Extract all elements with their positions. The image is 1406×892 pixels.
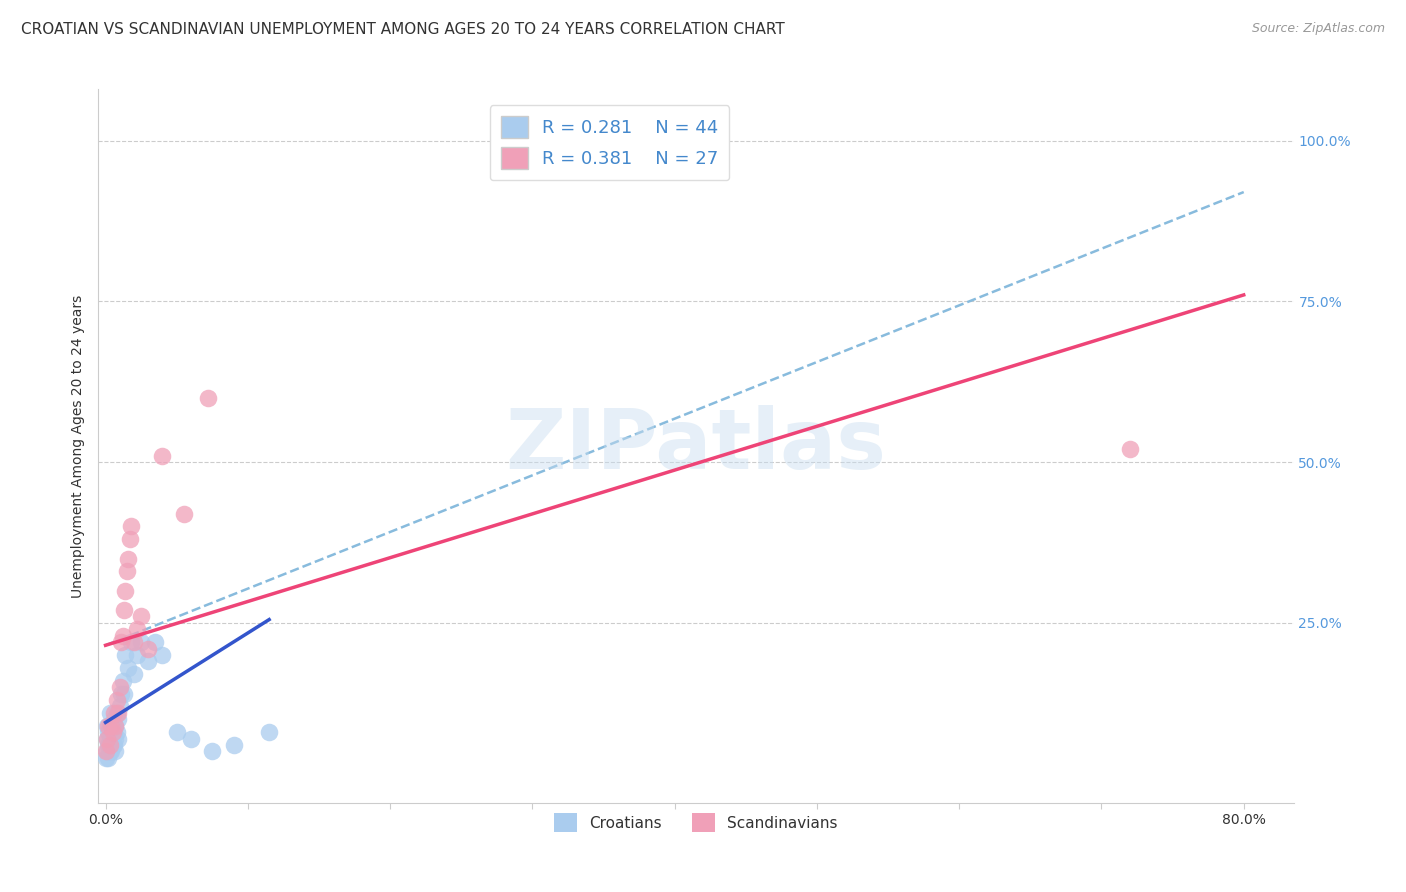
Point xyxy=(125,648,148,662)
Point xyxy=(101,738,124,752)
Point xyxy=(104,719,127,733)
Point xyxy=(201,744,224,758)
Point xyxy=(136,641,159,656)
Point xyxy=(104,731,127,746)
Point xyxy=(98,706,121,720)
Point xyxy=(94,751,117,765)
Point xyxy=(118,533,141,547)
Point xyxy=(112,686,135,700)
Point xyxy=(111,629,134,643)
Point xyxy=(114,583,136,598)
Point xyxy=(143,635,166,649)
Point xyxy=(125,622,148,636)
Y-axis label: Unemployment Among Ages 20 to 24 years: Unemployment Among Ages 20 to 24 years xyxy=(70,294,84,598)
Text: Source: ZipAtlas.com: Source: ZipAtlas.com xyxy=(1251,22,1385,36)
Point xyxy=(103,725,125,739)
Point xyxy=(101,725,124,739)
Point xyxy=(97,719,120,733)
Point xyxy=(98,731,121,746)
Point xyxy=(100,719,122,733)
Text: ZIPatlas: ZIPatlas xyxy=(506,406,886,486)
Text: CROATIAN VS SCANDINAVIAN UNEMPLOYMENT AMONG AGES 20 TO 24 YEARS CORRELATION CHAR: CROATIAN VS SCANDINAVIAN UNEMPLOYMENT AM… xyxy=(21,22,785,37)
Point xyxy=(117,551,139,566)
Point xyxy=(1119,442,1142,457)
Point xyxy=(122,635,145,649)
Point xyxy=(107,706,129,720)
Point xyxy=(96,719,118,733)
Point xyxy=(100,744,122,758)
Point xyxy=(107,712,129,726)
Point xyxy=(257,725,280,739)
Point xyxy=(104,719,127,733)
Point xyxy=(100,731,122,746)
Point xyxy=(100,719,122,733)
Point xyxy=(152,648,174,662)
Point xyxy=(166,725,188,739)
Point xyxy=(97,751,120,765)
Point xyxy=(122,667,145,681)
Point xyxy=(105,725,128,739)
Point xyxy=(105,693,128,707)
Point xyxy=(197,391,219,405)
Point xyxy=(114,648,136,662)
Point xyxy=(98,719,121,733)
Point xyxy=(94,744,117,758)
Point xyxy=(107,731,129,746)
Point xyxy=(96,731,118,746)
Point xyxy=(112,603,135,617)
Legend: Croatians, Scandinavians: Croatians, Scandinavians xyxy=(548,807,844,838)
Point xyxy=(96,731,118,746)
Point xyxy=(129,609,152,624)
Point xyxy=(108,680,131,694)
Point xyxy=(101,725,124,739)
Point xyxy=(98,738,121,752)
Point xyxy=(180,731,202,746)
Point xyxy=(222,738,245,752)
Point xyxy=(173,507,195,521)
Point xyxy=(104,744,127,758)
Point xyxy=(152,449,174,463)
Point xyxy=(110,686,132,700)
Point xyxy=(105,706,128,720)
Point xyxy=(115,565,138,579)
Point xyxy=(120,519,142,533)
Point xyxy=(103,738,125,752)
Point xyxy=(129,635,152,649)
Point xyxy=(120,635,142,649)
Point xyxy=(96,744,118,758)
Point xyxy=(108,699,131,714)
Point xyxy=(103,712,125,726)
Point xyxy=(111,673,134,688)
Point xyxy=(98,744,121,758)
Point xyxy=(97,738,120,752)
Point xyxy=(117,661,139,675)
Point xyxy=(136,654,159,668)
Point xyxy=(103,706,125,720)
Point xyxy=(97,725,120,739)
Point xyxy=(110,635,132,649)
